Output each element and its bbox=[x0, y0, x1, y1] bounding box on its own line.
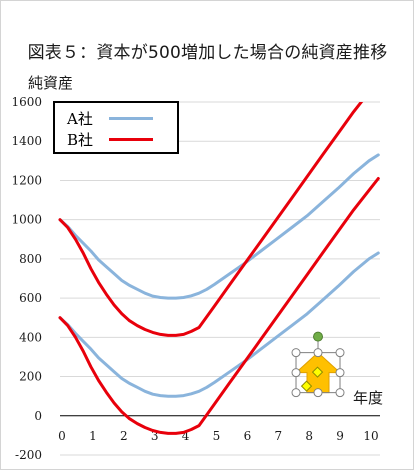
resize-handle-1[interactable] bbox=[291, 348, 301, 358]
legend-item-a: A社 bbox=[67, 108, 153, 128]
rotate-handle[interactable] bbox=[313, 331, 324, 342]
x-tick-label-4: 4 bbox=[182, 429, 190, 443]
resize-handle-6[interactable] bbox=[291, 388, 301, 398]
legend-swatch-b bbox=[109, 137, 153, 141]
legend-swatch-a bbox=[109, 116, 153, 120]
y-axis-label: 純資産 bbox=[28, 74, 74, 92]
x-tick-label-6: 6 bbox=[244, 429, 252, 443]
y-tick-label-1400: 1400 bbox=[11, 134, 42, 148]
resize-handle-8[interactable] bbox=[335, 388, 345, 398]
y-tick-label-1200: 1200 bbox=[11, 173, 42, 187]
series-line-4 bbox=[58, 102, 364, 337]
y-tick-label-0: 0 bbox=[34, 409, 42, 423]
y-tick-label-200: 200 bbox=[19, 370, 42, 384]
x-tick-label-3: 3 bbox=[151, 429, 159, 443]
resize-handle-2[interactable] bbox=[313, 348, 323, 358]
y-tick-label-1600: 1600 bbox=[11, 95, 42, 109]
resize-handle-5[interactable] bbox=[335, 368, 345, 378]
y-tick-label--200: -200 bbox=[15, 448, 42, 462]
resize-handle-4[interactable] bbox=[291, 368, 301, 378]
series-line-3 bbox=[58, 177, 380, 435]
x-tick-label-10: 10 bbox=[363, 429, 378, 443]
x-tick-label-9: 9 bbox=[336, 429, 344, 443]
adjust-handle-2[interactable] bbox=[300, 380, 313, 392]
chart-title: 図表５：資本が500増加した場合の純資産推移 bbox=[27, 43, 388, 63]
adjust-handle-1[interactable] bbox=[311, 366, 324, 378]
legend-item-b: B社 bbox=[67, 129, 153, 149]
x-tick-label-8: 8 bbox=[305, 429, 313, 443]
legend-label-b: B社 bbox=[67, 130, 94, 149]
series-line-2 bbox=[58, 153, 380, 300]
x-tick-label-5: 5 bbox=[213, 429, 221, 443]
resize-handle-3[interactable] bbox=[335, 348, 345, 358]
x-tick-label-2: 2 bbox=[120, 429, 128, 443]
resize-handle-7[interactable] bbox=[313, 388, 323, 398]
y-tick-label-400: 400 bbox=[19, 330, 42, 344]
series-line-1 bbox=[58, 251, 380, 398]
legend-label-a: A社 bbox=[67, 109, 93, 128]
x-tick-label-0: 0 bbox=[58, 429, 66, 443]
x-axis-label: 年度 bbox=[353, 389, 384, 407]
y-tick-label-800: 800 bbox=[19, 252, 42, 266]
y-tick-label-600: 600 bbox=[19, 291, 42, 305]
y-tick-label-1000: 1000 bbox=[11, 213, 42, 227]
x-tick-label-7: 7 bbox=[274, 429, 282, 443]
legend[interactable]: A社 B社 bbox=[53, 101, 179, 154]
x-tick-label-1: 1 bbox=[89, 429, 97, 443]
